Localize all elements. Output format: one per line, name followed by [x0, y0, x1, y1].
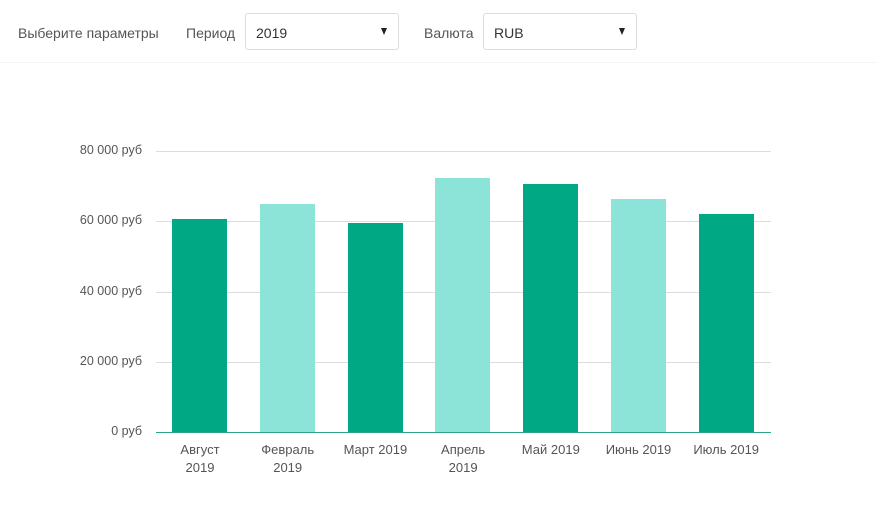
y-tick-label: 20 000 руб: [79, 353, 142, 368]
dropdown-caret-icon: [381, 28, 387, 35]
currency-label: Валюта: [424, 25, 474, 41]
x-tick-label: Февраль 2019: [244, 441, 332, 477]
x-tick-label: Май 2019: [507, 441, 595, 459]
bar[interactable]: [435, 178, 491, 432]
x-tick-label: Август 2019: [156, 441, 244, 477]
x-tick-label: Март 2019: [331, 441, 419, 459]
bar[interactable]: [172, 219, 228, 432]
x-tick-label: Апрель 2019: [419, 441, 507, 477]
x-tick-label: Июнь 2019: [595, 441, 683, 459]
bar[interactable]: [523, 184, 579, 432]
x-tick-label-line: Май 2019: [521, 442, 580, 457]
x-tick-label-line: 2019: [185, 460, 215, 475]
bar[interactable]: [610, 199, 666, 432]
dropdown-caret-icon: [619, 28, 625, 35]
toolbar-title: Выберите параметры: [18, 25, 159, 41]
bar-chart: 0 руб 20 000 руб 40 000 руб 60 000 руб 80 00…: [0, 62, 877, 513]
x-tick-label-line: Июль 2019: [693, 442, 760, 457]
x-tick-label-line: Апрель: [441, 442, 486, 457]
currency-select-value: RUB: [494, 25, 524, 41]
y-tick-label: 0 руб: [111, 424, 142, 438]
x-tick-label-line: Февраль: [261, 442, 315, 457]
x-tick-label-line: Июнь 2019: [605, 442, 672, 457]
x-tick-label-line: 2019: [273, 460, 303, 475]
currency-select[interactable]: RUB: [483, 13, 637, 50]
gridline: [156, 151, 771, 152]
x-tick-label-line: Август: [180, 442, 220, 457]
bar[interactable]: [347, 223, 403, 432]
x-tick-label-line: Март 2019: [343, 442, 408, 457]
y-tick-label: 60 000 руб: [79, 213, 142, 228]
y-tick-label: 80 000 руб: [79, 143, 142, 157]
period-select[interactable]: 2019: [245, 13, 399, 50]
filter-toolbar: Выберите параметры Период 2019 Валюта RU…: [0, 0, 877, 63]
x-tick-label: Июль 2019: [682, 441, 770, 459]
bar[interactable]: [260, 204, 316, 432]
x-axis-line: [156, 432, 771, 433]
y-tick-label: 40 000 руб: [79, 283, 142, 298]
period-label: Период: [186, 25, 236, 41]
bar[interactable]: [698, 214, 754, 432]
period-select-value: 2019: [256, 25, 288, 41]
x-tick-label-line: 2019: [448, 460, 478, 475]
